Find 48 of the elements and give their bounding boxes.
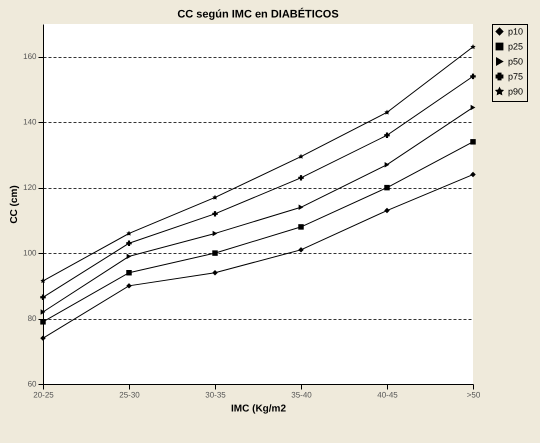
point (212, 250, 218, 256)
y-tick-label: 80 (28, 314, 38, 324)
y-tick-label: 140 (23, 118, 38, 127)
point (470, 139, 476, 145)
legend-label: p25 (508, 42, 524, 52)
point (384, 132, 390, 138)
point (212, 211, 218, 217)
y-tick-label: 60 (28, 380, 38, 388)
x-tick-label: 30-35 (205, 390, 226, 400)
legend-label: p90 (508, 86, 524, 96)
point (298, 154, 304, 159)
point (470, 172, 476, 178)
x-tick-label: >50 (466, 390, 481, 400)
point (298, 224, 304, 230)
point (126, 254, 132, 260)
point (384, 184, 390, 190)
legend-label: p75 (508, 72, 524, 82)
point (40, 309, 46, 315)
y-tick-label: 160 (23, 52, 38, 62)
point (298, 204, 304, 210)
legend-label: p10 (508, 26, 524, 36)
point (212, 270, 218, 276)
point (384, 110, 390, 115)
legend-label: p50 (508, 56, 524, 66)
point (470, 104, 476, 110)
x-tick-label: 35-40 (291, 390, 312, 400)
point (470, 44, 476, 50)
point (298, 247, 304, 253)
point (126, 240, 132, 246)
point (40, 278, 46, 284)
x-tick-label: 40-45 (377, 390, 398, 400)
chart-title: CC según IMC en DIABÉTICOS (177, 8, 339, 20)
y-tick-label: 100 (23, 248, 38, 258)
point (40, 335, 46, 341)
y-tick-label: 120 (23, 183, 38, 192)
point (384, 162, 390, 168)
point (298, 175, 304, 181)
point (212, 194, 218, 200)
x-tick-label: 25-30 (119, 390, 140, 400)
x-axis-title: IMC (Kg/m2 (231, 404, 286, 414)
point (126, 230, 132, 236)
x-tick-label: 20-25 (33, 390, 54, 400)
point (126, 270, 132, 276)
point (384, 208, 390, 214)
point (126, 283, 132, 289)
point (212, 230, 218, 236)
y-axis-title: CC (cm) (9, 185, 20, 224)
point (40, 294, 46, 300)
